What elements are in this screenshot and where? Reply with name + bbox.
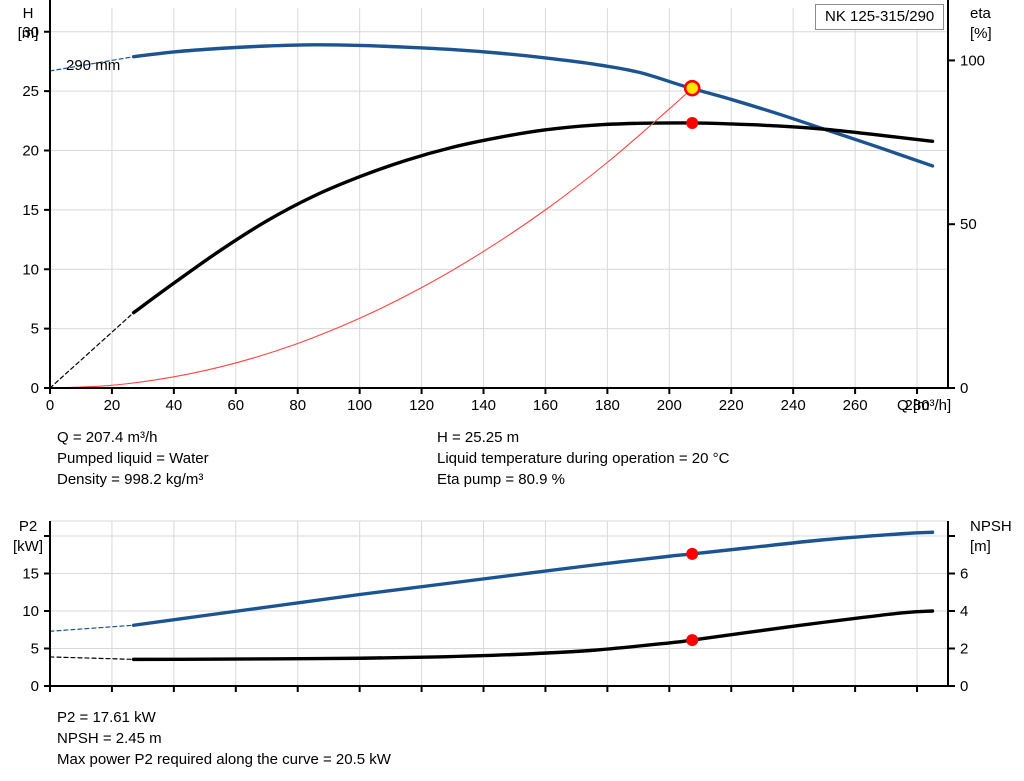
y-tick-label-right: 50 [960, 216, 977, 233]
curve-h-curve-290-mm-impeller [131, 43, 935, 168]
marker-p2-duty-point[interactable] [686, 547, 699, 560]
curve-npsh-curve [131, 609, 935, 662]
info-npsh: NPSH = 2.45 m [57, 730, 162, 747]
y-tick-label-left: 15 [22, 566, 39, 583]
info-density: Density = 998.2 kg/m³ [57, 471, 204, 488]
y-axis-left-title: H [23, 5, 34, 22]
curve-h-curve-extrapolation [49, 56, 135, 72]
lower-chart-group: 0 5 10 15 0 2 4 6 P2 [kW] NPSH [m] [13, 518, 1012, 695]
y-axis-right-unit: [m] [970, 538, 991, 555]
y-tick-label-left: 0 [31, 380, 39, 397]
y-tick-label-left: 10 [22, 603, 39, 620]
y-tick-label-left: 30 [22, 24, 39, 41]
y-tick-label-left: 25 [22, 83, 39, 100]
y-tick-label-right: 6 [960, 566, 968, 583]
info-flow: Q = 207.4 m³/h [57, 429, 158, 446]
x-tick-label: 40 [166, 397, 183, 414]
y-tick-label-right: 4 [960, 603, 968, 620]
y-axis-left-unit: [m] [18, 25, 39, 42]
curve-system-curve [49, 87, 693, 389]
marker-eta-duty-point[interactable] [686, 116, 699, 129]
pump-model-label: NK 125-315/290 [815, 4, 945, 30]
curve-p2-extrapolation [49, 624, 135, 632]
y-tick-label-right: 0 [960, 678, 968, 695]
curve-npsh-extrapolation [49, 656, 135, 660]
marker-duty-point[interactable] [683, 79, 701, 97]
x-tick-label: 100 [347, 397, 372, 414]
x-tick-label: 0 [46, 397, 54, 414]
y-tick-label-right: 2 [960, 641, 968, 658]
impeller-diameter-label: 290 mm [66, 57, 120, 74]
x-tick-label: 280 [905, 397, 930, 414]
curve-p2-power-curve [131, 530, 935, 627]
y-tick-label-left: 5 [31, 641, 39, 658]
info-max-power: Max power P2 required along the curve = … [57, 751, 391, 768]
curve-efficiency-curve [131, 121, 935, 315]
x-tick-label: 220 [719, 397, 744, 414]
y-tick-label-left: 0 [31, 678, 39, 695]
info-eta-pump: Eta pump = 80.9 % [437, 471, 565, 488]
y-axis-right-unit: [%] [970, 25, 992, 42]
x-tick-label: 160 [533, 397, 558, 414]
duty-info-left: Q = 207.4 m³/h Pumped liquid = Water Den… [57, 427, 209, 490]
y-tick-label-left: 5 [31, 321, 39, 338]
y-tick-label-right: 100 [960, 52, 985, 69]
marker-npsh-duty-point[interactable] [686, 634, 699, 647]
y-axis-right-title: eta [970, 5, 992, 22]
y-axis-right-title: NPSH [970, 518, 1012, 535]
x-tick-label: 240 [781, 397, 806, 414]
info-p2: P2 = 17.61 kW [57, 709, 156, 726]
x-tick-label: 180 [595, 397, 620, 414]
x-tick-label: 260 [843, 397, 868, 414]
y-tick-label-right: 0 [960, 380, 968, 397]
x-tick-label: 60 [227, 397, 244, 414]
x-tick-label: 80 [289, 397, 306, 414]
y-axis-left-unit: [kW] [13, 538, 43, 555]
x-tick-label: 200 [657, 397, 682, 414]
x-tick-label: 20 [104, 397, 121, 414]
x-tick-label: 120 [409, 397, 434, 414]
duty-info-bottom: P2 = 17.61 kW NPSH = 2.45 m Max power P2… [57, 707, 391, 770]
curve-efficiency-curve-extrapolation [49, 312, 135, 389]
y-tick-label-left: 10 [22, 261, 39, 278]
y-tick-label-left: 20 [22, 143, 39, 160]
info-pumped-liquid: Pumped liquid = Water [57, 450, 209, 467]
duty-info-right: H = 25.25 m Liquid temperature during op… [437, 427, 729, 490]
y-tick-label-left: 15 [22, 202, 39, 219]
info-head: H = 25.25 m [437, 429, 520, 446]
upper-chart-group: 0 5 10 15 20 25 30 0 50 100 0 20 40 60 80 100 120 140 160 1… [18, 0, 992, 414]
y-axis-left-title: P2 [19, 518, 37, 535]
info-liquid-temperature: Liquid temperature during operation = 20… [437, 450, 730, 467]
x-axis-title: Q [m³/h] [897, 397, 951, 414]
x-tick-label: 140 [471, 397, 496, 414]
